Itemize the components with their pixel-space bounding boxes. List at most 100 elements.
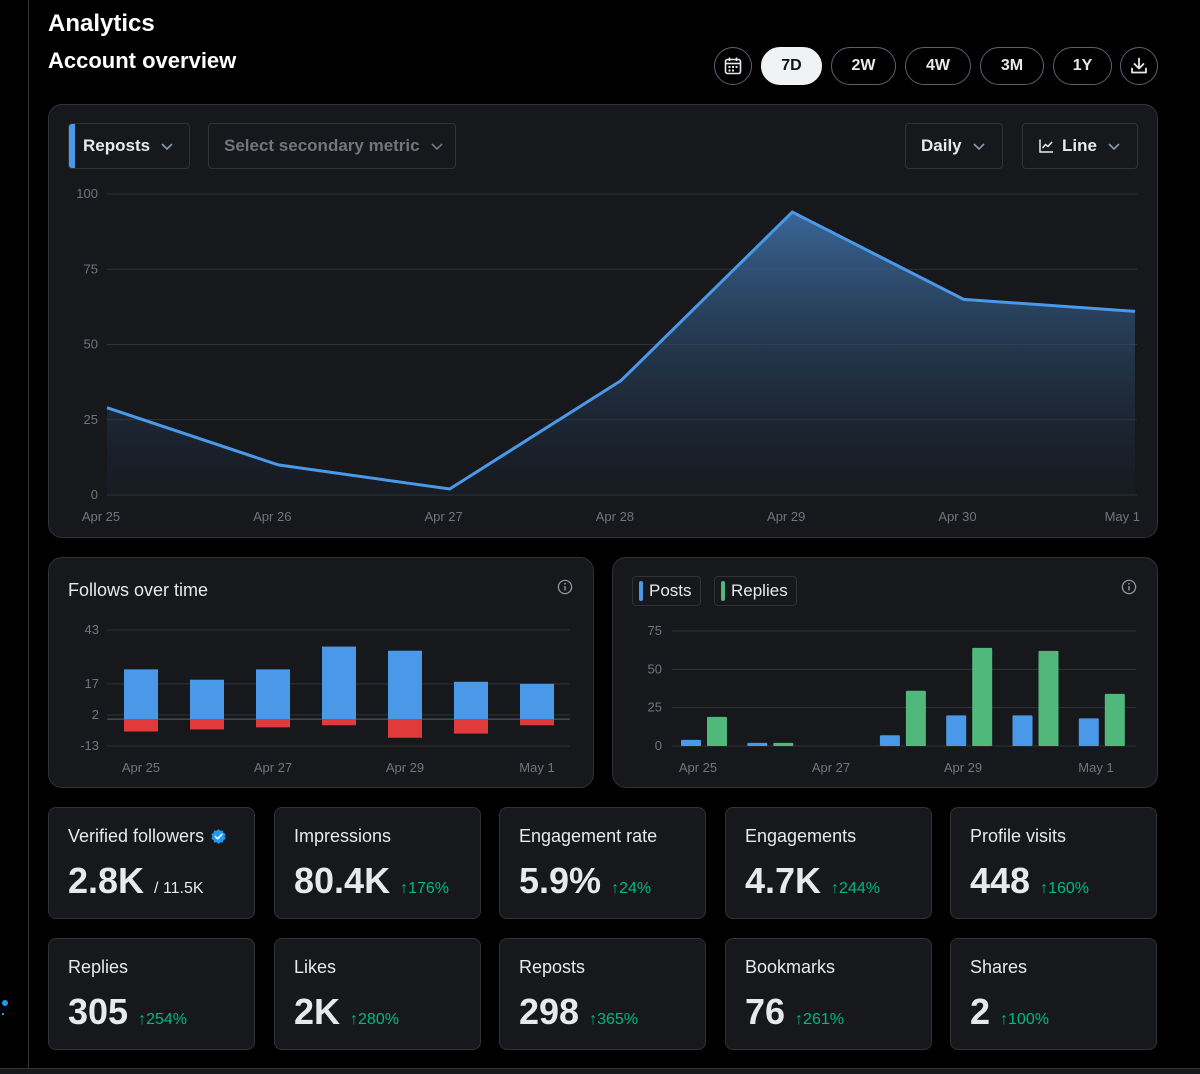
stat-value: 5.9% <box>519 860 602 901</box>
download-button[interactable] <box>1120 47 1158 85</box>
stat-value: 76 <box>745 991 786 1032</box>
y-tick-label: -13 <box>80 738 99 753</box>
line-chart-icon <box>1039 139 1053 153</box>
y-tick-label: 43 <box>85 622 99 637</box>
stat-card-engagements[interactable]: Engagements 4.7K ↑244% <box>725 807 932 919</box>
stat-card-reposts[interactable]: Reposts 298 ↑365% <box>499 938 706 1050</box>
stat-label-text: Profile visits <box>970 826 1067 846</box>
chevron-down-icon <box>430 139 444 153</box>
stat-label-text: Reposts <box>519 957 586 977</box>
follows-bar <box>454 681 488 720</box>
page-title: Account overview <box>48 48 237 73</box>
stat-value: 305 <box>68 991 129 1032</box>
secondary-metric-placeholder: Select secondary metric <box>224 136 420 155</box>
stat-card-profile-visits[interactable]: Profile visits 448 ↑160% <box>950 807 1157 919</box>
stat-label-text: Replies <box>68 957 129 977</box>
x-tick-label: Apr 29 <box>944 760 982 775</box>
primary-metric-select[interactable]: Reposts <box>68 123 190 169</box>
y-tick-label: 75 <box>648 623 662 638</box>
stat-value: 2K <box>294 991 341 1032</box>
replies-color-swatch <box>721 581 725 601</box>
stat-value-row: 298 ↑365% <box>519 991 638 1033</box>
stat-value-row: 2.8K / 11.5K <box>68 860 204 902</box>
stat-label-text: Engagement rate <box>519 826 658 846</box>
interval-select[interactable]: Daily <box>905 123 1003 169</box>
secondary-metric-select[interactable]: Select secondary metric <box>208 123 456 169</box>
x-tick-label: Apr 30 <box>938 509 976 524</box>
stat-change: ↑261% <box>795 1011 844 1028</box>
stat-value-row: 80.4K ↑176% <box>294 860 449 902</box>
replies-bar <box>1104 693 1125 746</box>
range-3m-button[interactable]: 3M <box>980 47 1044 85</box>
stat-change: ↑24% <box>611 880 652 897</box>
unfollows-bar <box>454 719 488 734</box>
y-tick-label: 75 <box>84 261 98 276</box>
stat-card-likes[interactable]: Likes 2K ↑280% <box>274 938 481 1050</box>
stat-label: Likes <box>294 957 336 978</box>
legend-posts[interactable]: Posts <box>632 576 701 606</box>
side-indicator-dot-small <box>2 1013 4 1015</box>
side-indicator-dot <box>2 1000 8 1006</box>
stat-label-text: Likes <box>294 957 337 977</box>
info-icon[interactable] <box>557 579 573 600</box>
interval-label: Daily <box>921 136 962 155</box>
stat-change: ↑244% <box>831 880 880 897</box>
stat-card-bookmarks[interactable]: Bookmarks 76 ↑261% <box>725 938 932 1050</box>
posts-replies-card <box>612 557 1158 788</box>
range-4w-button[interactable]: 4W <box>905 47 971 85</box>
stat-label: Profile visits <box>970 826 1066 847</box>
stat-change: ↑254% <box>138 1011 187 1028</box>
bottom-border <box>0 1068 1200 1074</box>
x-tick-label: May 1 <box>519 760 554 775</box>
x-tick-label: May 1 <box>1078 760 1113 775</box>
replies-bar <box>1038 650 1059 746</box>
stat-label: Engagements <box>745 826 856 847</box>
stat-card-verified-followers[interactable]: Verified followers 2.8K / 11.5K <box>48 807 255 919</box>
stat-value-row: 76 ↑261% <box>745 991 844 1033</box>
x-tick-label: Apr 26 <box>253 509 291 524</box>
posts-bar <box>681 739 701 746</box>
x-tick-label: Apr 27 <box>812 760 850 775</box>
unfollows-bar <box>256 719 290 728</box>
chevron-down-icon <box>1107 139 1121 153</box>
posts-bar <box>1078 718 1099 746</box>
stat-value: 298 <box>519 991 580 1032</box>
replies-bar <box>707 716 727 746</box>
posts-replies-bar-chart[interactable]: 0 25 50 75 Apr 25 Apr 27 Apr 29 May 1 <box>0 0 1200 790</box>
unfollows-bar <box>124 719 158 732</box>
y-tick-label: 50 <box>84 337 98 352</box>
chevron-down-icon <box>160 139 174 153</box>
info-icon[interactable] <box>1121 579 1137 600</box>
unfollows-bar <box>322 719 356 726</box>
stat-card-engagement-rate[interactable]: Engagement rate 5.9% ↑24% <box>499 807 706 919</box>
follows-bar <box>322 646 356 720</box>
primary-metric-label: Reposts <box>83 136 151 155</box>
range-1y-button[interactable]: 1Y <box>1053 47 1112 85</box>
legend-posts-label: Posts <box>649 581 692 600</box>
x-tick-label: Apr 28 <box>596 509 634 524</box>
content-border <box>28 0 29 1074</box>
stat-change: ↑280% <box>350 1011 399 1028</box>
stat-value-row: 448 ↑160% <box>970 860 1089 902</box>
stat-label: Impressions <box>294 826 391 847</box>
calendar-button[interactable] <box>714 47 752 85</box>
stat-value: 80.4K <box>294 860 391 901</box>
posts-bar <box>879 735 900 746</box>
legend-replies[interactable]: Replies <box>714 576 797 606</box>
follows-bar-chart[interactable]: -13 2 17 43 Apr 25 Apr 27 Apr 29 May 1 <box>0 0 600 790</box>
chart-type-select[interactable]: Line <box>1022 123 1138 169</box>
reposts-line-chart[interactable]: 0 25 50 75 100 Apr 25 Apr 26 Apr 27 Apr 28 Apr 29… <box>0 0 1200 540</box>
follows-bar <box>256 669 290 720</box>
range-7d-button[interactable]: 7D <box>761 47 822 85</box>
x-tick-label: Apr 27 <box>254 760 292 775</box>
calendar-icon <box>724 57 742 75</box>
metric-color-marker <box>69 124 75 168</box>
range-2w-button[interactable]: 2W <box>831 47 896 85</box>
stat-card-shares[interactable]: Shares 2 ↑100% <box>950 938 1157 1050</box>
x-tick-label: Apr 25 <box>122 760 160 775</box>
stat-card-replies[interactable]: Replies 305 ↑254% <box>48 938 255 1050</box>
stat-change: ↑176% <box>400 880 449 897</box>
stat-card-impressions[interactable]: Impressions 80.4K ↑176% <box>274 807 481 919</box>
stat-value: 2.8K <box>68 860 145 901</box>
x-tick-label: Apr 25 <box>82 509 120 524</box>
